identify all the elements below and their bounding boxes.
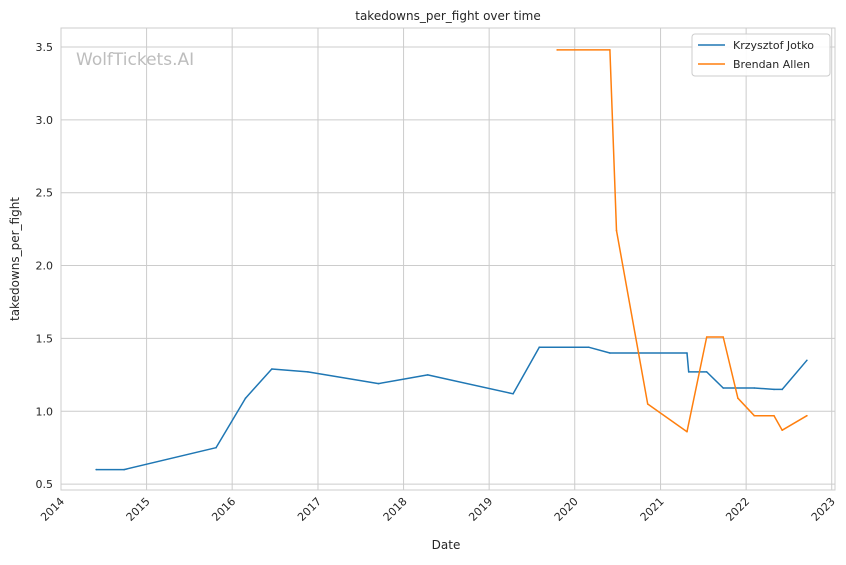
- x-tick-label: 2015: [124, 495, 153, 524]
- x-tick-label: 2014: [38, 495, 67, 524]
- legend-label-krzysztof-jotko: Krzysztof Jotko: [733, 39, 814, 52]
- data-point-krzysztof-jotko: [806, 359, 808, 362]
- watermark-logo: WolfTickets.AI: [76, 50, 194, 70]
- y-tick-label: 3.5: [36, 41, 54, 54]
- legend: Krzysztof Jotko Brendan Allen: [691, 33, 831, 77]
- data-point-krzysztof-jotko: [307, 371, 309, 373]
- data-point-krzysztof-jotko: [587, 346, 590, 349]
- legend-label-brendan-allen: Brendan Allen: [733, 58, 810, 71]
- data-point-brendan-allen: [646, 403, 649, 405]
- data-point-krzysztof-jotko: [781, 388, 783, 391]
- y-tick-label: 1.5: [36, 332, 54, 345]
- plot-border: [60, 27, 836, 491]
- data-point-brendan-allen: [686, 430, 688, 433]
- data-point-brendan-allen: [615, 229, 618, 232]
- data-point-brendan-allen: [773, 414, 775, 417]
- data-point-brendan-allen: [737, 397, 739, 400]
- x-axis-label: Date: [432, 538, 461, 552]
- data-point-krzysztof-jotko: [123, 468, 125, 471]
- data-point-krzysztof-jotko: [773, 388, 775, 391]
- x-tick-label: 2016: [209, 495, 238, 524]
- data-point-krzysztof-jotko: [722, 387, 724, 389]
- x-tick-label: 2021: [638, 495, 667, 524]
- data-point-krzysztof-jotko: [687, 371, 690, 373]
- x-tick-label: 2022: [723, 495, 752, 524]
- x-tick-label: 2020: [552, 495, 581, 524]
- data-point-krzysztof-jotko: [244, 397, 247, 400]
- series-line-krzysztof-jotko: [96, 346, 808, 471]
- x-tick-label: 2017: [295, 495, 324, 524]
- x-tick-label: 2019: [466, 495, 495, 524]
- plot-area: [61, 28, 835, 490]
- data-point-krzysztof-jotko: [426, 374, 429, 376]
- data-point-brendan-allen: [556, 49, 558, 51]
- data-point-krzysztof-jotko: [271, 368, 273, 370]
- series-lines: [95, 49, 808, 471]
- chart-title: takedowns_per_fight over time: [355, 9, 541, 23]
- y-axis-label: takedowns_per_fight: [8, 197, 22, 321]
- legend-box: [691, 33, 831, 77]
- data-point-krzysztof-jotko: [538, 346, 541, 349]
- data-point-brendan-allen: [609, 49, 611, 51]
- grid-lines: [60, 28, 835, 490]
- x-tick-label: 2023: [809, 495, 838, 524]
- data-point-brendan-allen: [722, 336, 724, 338]
- data-point-brendan-allen: [806, 414, 808, 417]
- data-point-krzysztof-jotko: [686, 352, 688, 354]
- data-point-krzysztof-jotko: [705, 371, 708, 373]
- data-point-brendan-allen: [781, 429, 783, 432]
- y-tick-label: 2.5: [36, 187, 54, 200]
- y-tick-label: 0.5: [36, 478, 54, 491]
- data-point-krzysztof-jotko: [512, 393, 514, 395]
- y-tick-label: 2.0: [36, 260, 54, 273]
- data-point-brendan-allen: [753, 414, 756, 417]
- y-tick-label: 3.0: [36, 114, 54, 127]
- y-tick-label: 1.0: [36, 405, 54, 418]
- data-point-krzysztof-jotko: [95, 468, 97, 471]
- data-point-brendan-allen: [705, 336, 708, 338]
- data-point-krzysztof-jotko: [215, 446, 217, 449]
- x-tick-label: 2018: [381, 495, 410, 524]
- data-point-krzysztof-jotko: [609, 352, 611, 354]
- data-point-krzysztof-jotko: [753, 387, 756, 389]
- data-point-krzysztof-jotko: [377, 382, 380, 385]
- series-line-brendan-allen: [557, 49, 808, 433]
